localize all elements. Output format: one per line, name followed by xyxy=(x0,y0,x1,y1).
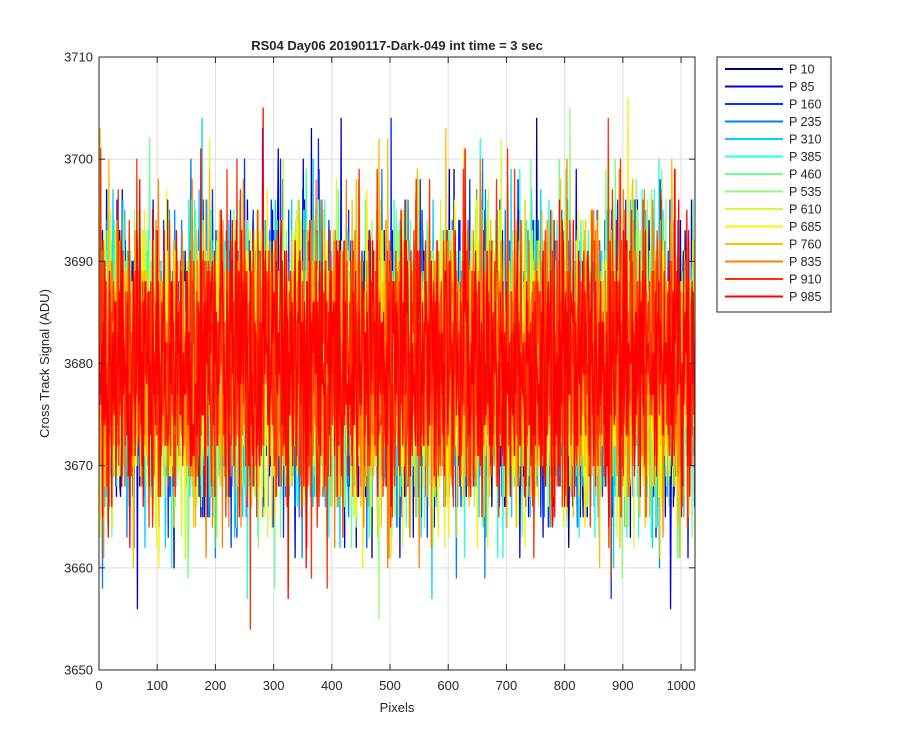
x-tick-label: 300 xyxy=(263,678,285,693)
legend: P 10 P 85 P 160 P 235 P 310 P 385 P 460 P 535 P … xyxy=(716,56,832,313)
series-line-p-985 xyxy=(99,107,695,600)
legend-label: P 685 xyxy=(789,220,821,234)
legend-label: P 235 xyxy=(789,115,821,129)
x-tick-label: 1000 xyxy=(667,678,696,693)
y-tick-label: 3690 xyxy=(64,254,93,269)
x-axis-label: Pixels xyxy=(380,700,415,715)
legend-label: P 760 xyxy=(789,238,821,252)
series-group xyxy=(99,97,695,630)
y-tick-label: 3680 xyxy=(64,356,93,371)
legend-box xyxy=(716,56,832,313)
x-tick-label: 900 xyxy=(612,678,634,693)
x-tick-label: 400 xyxy=(321,678,343,693)
y-tick-label: 3700 xyxy=(64,152,93,167)
legend-label: P 610 xyxy=(789,203,821,217)
legend-label: P 160 xyxy=(789,98,821,112)
y-tick-label: 3660 xyxy=(64,560,93,575)
x-tick-label: 800 xyxy=(554,678,576,693)
x-tick-label: 500 xyxy=(379,678,401,693)
chart-title: RS04 Day06 20190117-Dark-049 int time = … xyxy=(251,38,543,53)
x-tick-label: 200 xyxy=(205,678,227,693)
legend-label: P 460 xyxy=(789,168,821,182)
x-tick-label: 600 xyxy=(437,678,459,693)
legend-label: P 835 xyxy=(789,255,821,269)
legend-label: P 385 xyxy=(789,150,821,164)
x-tick-label: 100 xyxy=(146,678,168,693)
x-tick-label: 700 xyxy=(496,678,518,693)
legend-label: P 985 xyxy=(789,290,821,304)
legend-label: P 535 xyxy=(789,185,821,199)
legend-label: P 910 xyxy=(789,273,821,287)
legend-label: P 10 xyxy=(789,63,815,77)
legend-label: P 85 xyxy=(789,80,815,94)
y-tick-label: 3650 xyxy=(64,663,93,678)
y-axis-label: Cross Track Signal (ADU) xyxy=(37,289,52,438)
x-tick-label: 0 xyxy=(95,678,102,693)
ticks: 0 100 200 300 400 500 600 700 800 900 1000 3650 3660… xyxy=(64,50,695,694)
y-tick-label: 3710 xyxy=(64,50,93,65)
y-tick-label: 3670 xyxy=(64,458,93,473)
legend-label: P 310 xyxy=(789,133,821,147)
